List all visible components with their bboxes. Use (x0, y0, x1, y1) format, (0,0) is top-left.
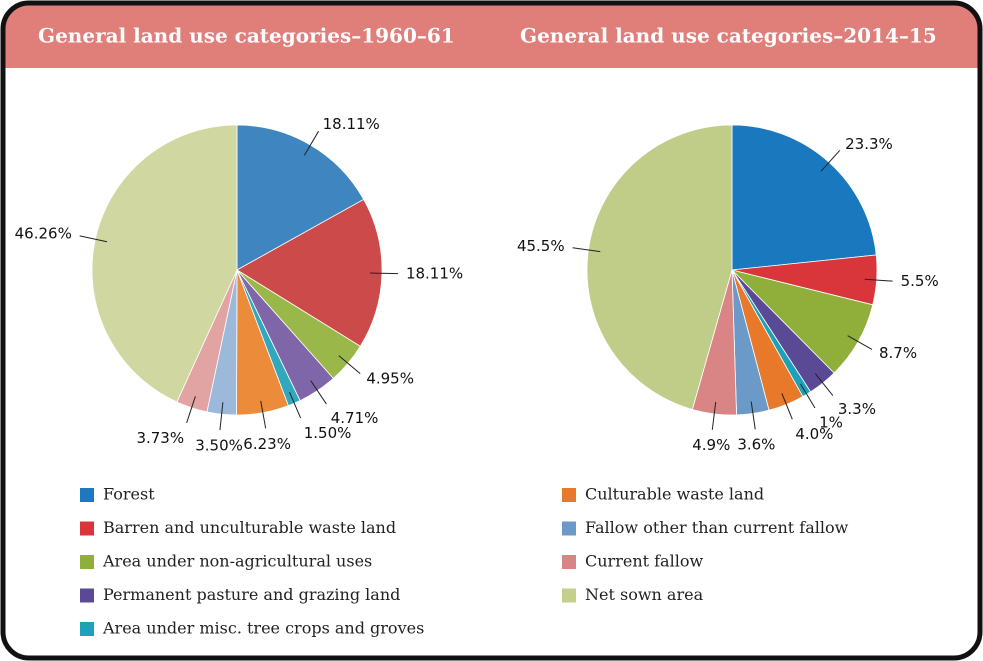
value-label: 3.50% (195, 437, 243, 455)
leader-line (820, 150, 841, 172)
legend-swatch (80, 622, 94, 636)
value-label: 18.11% (406, 264, 463, 282)
value-label: 1% (819, 413, 843, 431)
value-label: 46.26% (15, 225, 72, 243)
legend-label: Permanent pasture and grazing land (103, 585, 400, 604)
value-label: 3.6% (737, 436, 775, 454)
leader-line (303, 130, 319, 156)
chart-title: General land use categories–1960–61 (38, 24, 455, 48)
legend-swatch (80, 555, 94, 569)
value-label: 45.5% (517, 237, 565, 255)
legend-swatch (562, 521, 576, 536)
legend-swatch (562, 588, 576, 603)
value-label: 4.95% (366, 369, 414, 387)
legend-swatch (80, 521, 94, 536)
leader-line (781, 393, 793, 420)
leader-line (864, 278, 893, 282)
leader-line (369, 272, 398, 275)
legend-label: Fallow other than current fallow (585, 518, 849, 537)
leader-line (260, 400, 267, 429)
leader-line (310, 380, 327, 405)
leader-line (186, 396, 196, 424)
chart-title: General land use categories–2014–15 (520, 24, 937, 48)
leader-line (847, 335, 873, 350)
value-label: 23.3% (845, 135, 893, 153)
leader-line (711, 401, 717, 430)
legend-label: Barren and unculturable waste land (103, 518, 396, 537)
legend-swatch (562, 555, 576, 569)
value-label: 5.5% (901, 272, 939, 290)
legend-label: Area under non-agricultural uses (102, 552, 372, 571)
leader-line (814, 373, 834, 396)
legend-label: Area under misc. tree crops and groves (102, 619, 424, 638)
legend-label: Net sown area (585, 585, 704, 604)
legend-label: Current fallow (585, 552, 703, 571)
leader-line (219, 402, 224, 431)
leader-line (800, 383, 816, 409)
leader-line (750, 401, 756, 430)
legend-swatch (562, 488, 576, 502)
value-label: 4.9% (692, 436, 730, 454)
legend-label: Forest (103, 485, 155, 504)
value-label: 4.71% (331, 409, 379, 427)
value-label: 4.0% (795, 425, 833, 443)
value-label: 8.7% (879, 344, 917, 362)
value-label: 3.3% (838, 400, 876, 418)
leader-line (289, 391, 302, 419)
value-label: 6.23% (243, 435, 291, 453)
leader-line (338, 355, 361, 375)
leader-line (572, 247, 601, 253)
legend-swatch (80, 488, 94, 502)
legend-swatch (80, 588, 94, 603)
leader-line (79, 235, 108, 243)
value-label: 1.50% (304, 424, 352, 442)
legend-label: Culturable waste land (585, 485, 764, 504)
value-label: 3.73% (136, 429, 184, 447)
value-label: 18.11% (323, 115, 380, 133)
header-band (3, 3, 980, 68)
